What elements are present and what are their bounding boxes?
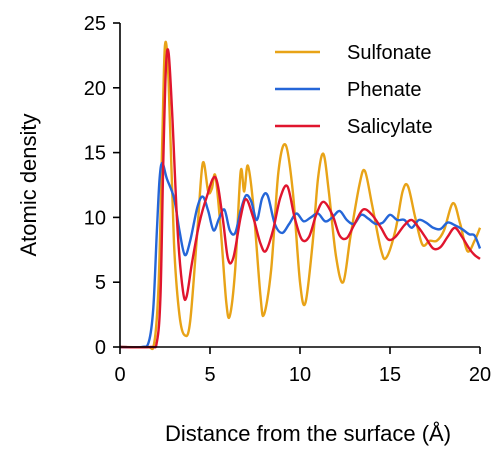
- y-tick-label: 20: [84, 78, 106, 100]
- x-tick-label: 0: [114, 364, 125, 386]
- series-line-salicylate: [119, 48, 481, 349]
- x-tick-label: 10: [289, 364, 311, 386]
- ticks: 0 5 10 15 20 0 5 10 15 20 25: [84, 13, 491, 386]
- legend-label-sulfonate: Sulfonate: [347, 42, 432, 64]
- y-tick-label: 0: [95, 337, 106, 359]
- y-tick-label: 10: [84, 207, 106, 229]
- x-tick-label: 5: [204, 364, 215, 386]
- y-tick-label: 5: [95, 272, 106, 294]
- y-axis-title: Atomic density: [16, 113, 41, 256]
- y-tick-label: 15: [84, 143, 106, 165]
- plot-lines: [119, 40, 482, 351]
- axes: [119, 23, 480, 348]
- y-tick-label: 25: [84, 13, 106, 35]
- series-line-sulfonate: [119, 40, 482, 351]
- x-tick-label: 20: [469, 364, 491, 386]
- legend: Sulfonate Phenate Salicylate: [275, 42, 433, 138]
- x-tick-label: 15: [379, 364, 401, 386]
- legend-label-phenate: Phenate: [347, 79, 422, 101]
- legend-label-salicylate: Salicylate: [347, 116, 433, 138]
- series-line-phenate: [119, 161, 482, 349]
- x-axis-title: Distance from the surface (Å): [165, 421, 451, 446]
